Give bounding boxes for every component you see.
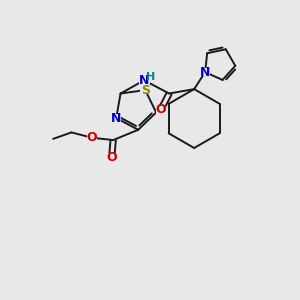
Text: O: O	[106, 151, 117, 164]
Text: H: H	[146, 72, 155, 82]
Text: N: N	[139, 74, 149, 87]
Bar	[156, 106, 166, 114]
Text: N: N	[111, 112, 122, 124]
Text: O: O	[87, 131, 97, 144]
Bar	[107, 153, 116, 161]
Bar	[200, 68, 210, 76]
Bar	[112, 114, 121, 122]
Bar	[140, 86, 150, 94]
Text: S: S	[141, 84, 150, 97]
Bar	[87, 134, 97, 142]
Text: N: N	[200, 66, 210, 79]
Text: O: O	[156, 103, 166, 116]
Bar	[139, 76, 150, 84]
